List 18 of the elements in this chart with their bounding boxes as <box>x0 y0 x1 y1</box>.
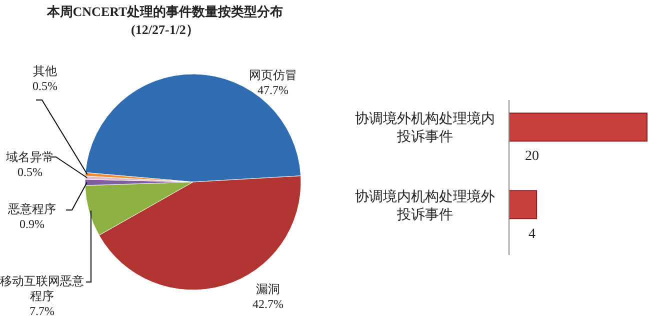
slice-label: 漏洞 <box>256 282 280 296</box>
data-label: 4 <box>528 226 536 242</box>
data-label: 7.7% <box>30 304 54 318</box>
slice-label: 网页仿冒 <box>249 68 297 82</box>
data-label: 0.5% <box>18 165 42 179</box>
slice-label: 恶意程序 <box>8 202 56 216</box>
chart-title: 本周CNCERT处理的事件数量按类型分布 <box>46 4 284 19</box>
chart-subtitle: (12/27-1/2） <box>130 22 200 37</box>
data-label: 0.9% <box>20 217 44 231</box>
data-label: 0.5% <box>32 79 58 93</box>
data-label: 42.7% <box>252 297 284 311</box>
slice-label: 域名异常 <box>6 150 54 164</box>
slice-label: 移动互联网恶意程序 <box>0 274 84 303</box>
data-label: 20 <box>524 149 540 164</box>
y-tick-label: 协调境内机构处理境外投诉事件 <box>354 188 496 225</box>
y-tick-label: 协调境外机构处理境内投诉事件 <box>354 111 496 148</box>
data-label: 47.7% <box>258 83 288 97</box>
slice-label: 其他 <box>33 64 57 78</box>
